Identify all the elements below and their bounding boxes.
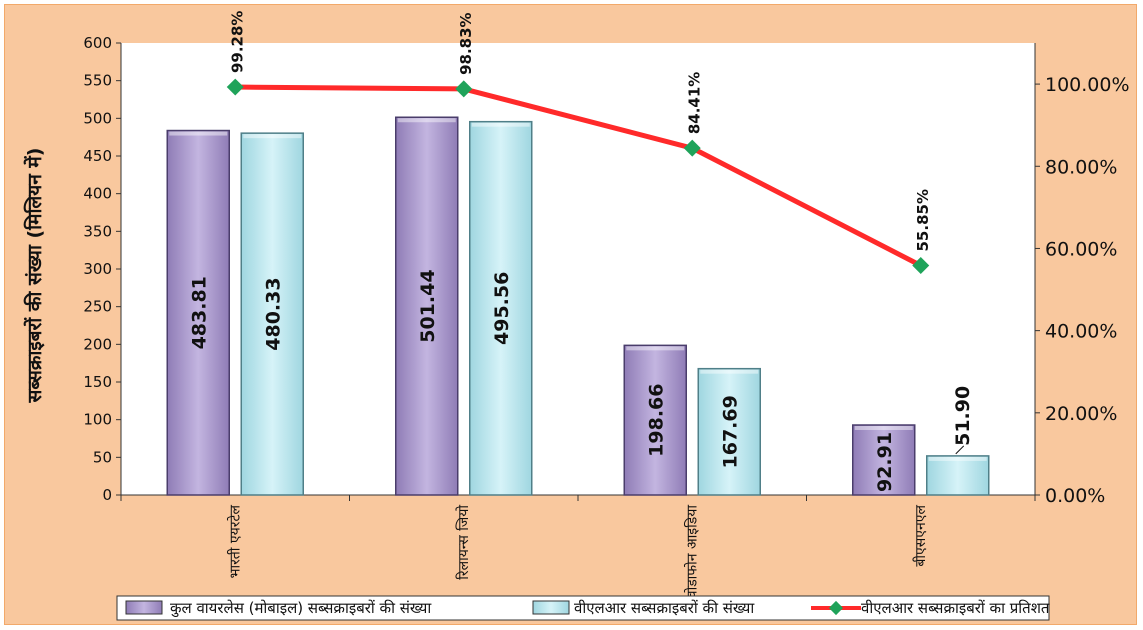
pct-value-label: 98.83% [457, 12, 475, 74]
x-tick-label: बीएसएनएल [912, 504, 929, 566]
bar-highlight [243, 134, 301, 138]
y-tick-label: 350 [83, 222, 112, 240]
y-tick-label: 500 [83, 109, 112, 127]
y2-tick-label: 60.00% [1045, 238, 1117, 260]
bar-highlight [398, 118, 456, 122]
y-tick-label: 300 [83, 260, 112, 278]
y-tick-label: 550 [83, 72, 112, 90]
y2-tick-label: 0.00% [1045, 485, 1105, 507]
legend-swatch-vlr [533, 601, 569, 614]
bar-value-label: 198.66 [645, 384, 667, 457]
y2-tick-label: 100.00% [1045, 74, 1130, 96]
legend: कुल वायरलेस (मोबाइल) सब्सक्राइबरों की सं… [117, 596, 1050, 620]
bar-value-label: 483.81 [188, 276, 210, 349]
y2-tick-label: 20.00% [1045, 403, 1117, 425]
bar-highlight [929, 457, 987, 461]
bar-highlight [626, 346, 684, 350]
legend-swatch-total [126, 601, 162, 614]
bar-vlr [927, 456, 989, 495]
y-tick-label: 50 [93, 448, 112, 466]
legend-label-vlr: वीएलआर सब्सक्राइबरों की संख्या [574, 599, 755, 617]
bar-value-label: 501.44 [417, 269, 439, 342]
bar-highlight [855, 426, 913, 430]
y-tick-label: 450 [83, 147, 112, 165]
x-tick-label: वोडाफोन आइडिया [683, 505, 700, 599]
y-tick-label: 600 [83, 34, 112, 52]
bar-highlight [169, 132, 227, 136]
y-tick-label: 400 [83, 185, 112, 203]
y-tick-label: 150 [83, 373, 112, 391]
bar-value-label: 92.91 [874, 432, 896, 492]
pct-value-label: 99.28% [228, 11, 246, 73]
y-tick-label: 0 [102, 486, 112, 504]
pct-value-label: 84.41% [685, 72, 703, 134]
bar-value-label: 51.90 [952, 386, 974, 446]
bar-value-label: 480.33 [262, 277, 284, 350]
bar-highlight [472, 123, 530, 127]
chart: 0 50 100 150 200 250 300 350 400 450 500 550 600 0.00… [5, 5, 1138, 626]
chart-frame: 0 50 100 150 200 250 300 350 400 450 500 550 600 0.00… [4, 4, 1137, 625]
bar-value-label: 495.56 [491, 272, 513, 345]
legend-label-pct: वीएलआर सब्सक्राइबरों का प्रतिशत [861, 599, 1050, 617]
x-tick-label: रिलायन्स जियो [455, 505, 472, 580]
bar-value-label: 167.69 [719, 395, 741, 468]
y-tick-label: 250 [83, 298, 112, 316]
x-tick-label: भारती एयरटेल [226, 504, 243, 578]
y2-tick-label: 40.00% [1045, 321, 1117, 343]
bar-highlight [700, 370, 758, 374]
y-tick-label: 100 [83, 411, 112, 429]
pct-value-label: 55.85% [914, 189, 932, 251]
y2-tick-label: 80.00% [1045, 156, 1117, 178]
y-tick-label: 200 [83, 335, 112, 353]
legend-label-total: कुल वायरलेस (मोबाइल) सब्सक्राइबरों की सं… [170, 599, 432, 618]
y-axis-label: सब्सक्राइबरों की संख्या (मिलियन में) [23, 148, 46, 404]
